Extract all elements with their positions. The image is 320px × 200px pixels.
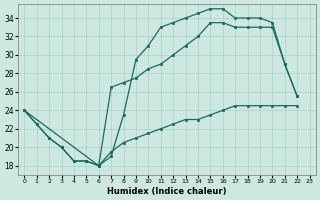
- X-axis label: Humidex (Indice chaleur): Humidex (Indice chaleur): [107, 187, 227, 196]
